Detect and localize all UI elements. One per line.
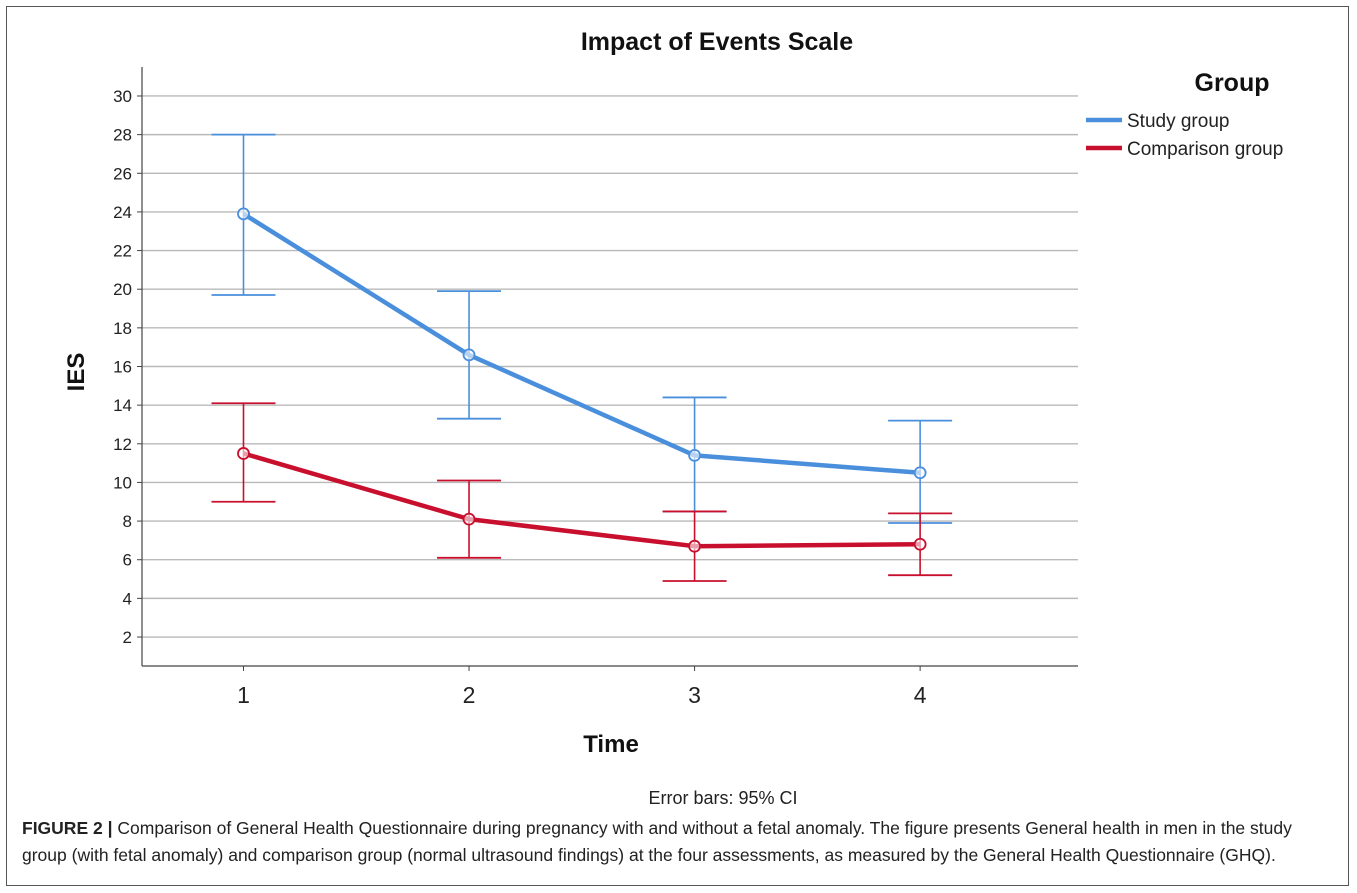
- y-tick-label-6: 6: [123, 551, 132, 570]
- y-tick-label-18: 18: [113, 319, 132, 338]
- comparison-point-2: [462, 512, 476, 526]
- comparison-point-4: [913, 537, 927, 551]
- x-tick-label-1: 1: [237, 682, 250, 708]
- study-point-1: [237, 207, 250, 221]
- legend-label-comparison: Comparison group: [1127, 139, 1283, 160]
- figure-caption: FIGURE 2 | Comparison of General Health …: [22, 815, 1332, 869]
- y-tick-label-8: 8: [123, 512, 132, 531]
- x-tick-label-3: 3: [688, 682, 701, 708]
- y-tick-label-22: 22: [113, 242, 132, 261]
- chart-title: Impact of Events Scale: [581, 28, 853, 56]
- comparison-point-3: [688, 539, 701, 553]
- error-bar-note: Error bars: 95% CI: [648, 788, 797, 808]
- series-study: [211, 133, 953, 524]
- y-tick-label-12: 12: [113, 435, 132, 454]
- study-line: [242, 211, 921, 476]
- x-axis-ticks: 1 2 3 4: [237, 666, 927, 708]
- legend: Group Study group Comparison group: [1086, 69, 1283, 160]
- y-tick-label-10: 10: [113, 473, 132, 492]
- y-tick-label-20: 20: [113, 280, 132, 299]
- caption-separator: |: [107, 818, 113, 838]
- caption-text: Comparison of General Health Questionnai…: [22, 818, 1292, 865]
- y-tick-label-30: 30: [113, 87, 132, 106]
- series-comparison: [211, 402, 953, 582]
- x-axis-label: Time: [583, 731, 639, 758]
- y-tick-label-26: 26: [113, 164, 132, 183]
- series-layer: [211, 133, 953, 582]
- y-tick-label-24: 24: [113, 203, 132, 222]
- y-tick-label-2: 2: [123, 628, 132, 647]
- study-point-2: [462, 348, 476, 362]
- y-tick-label-14: 14: [113, 396, 132, 415]
- line-chart: Impact of Events Scale 24681012141618202…: [63, 28, 1283, 808]
- caption-label: FIGURE 2: [22, 818, 103, 838]
- grid-lines: [142, 95, 1078, 638]
- comparison-point-1: [237, 447, 250, 460]
- y-axis-label: IES: [63, 353, 90, 392]
- study-point-3: [688, 448, 701, 462]
- study-point-4: [913, 466, 927, 480]
- y-tick-label-4: 4: [123, 589, 132, 608]
- legend-title: Group: [1195, 69, 1270, 97]
- comparison-line: [242, 451, 921, 549]
- y-tick-label-28: 28: [113, 126, 132, 145]
- legend-label-study: Study group: [1127, 111, 1229, 132]
- y-tick-label-16: 16: [113, 358, 132, 377]
- x-tick-label-2: 2: [463, 682, 476, 708]
- x-tick-label-4: 4: [914, 682, 927, 708]
